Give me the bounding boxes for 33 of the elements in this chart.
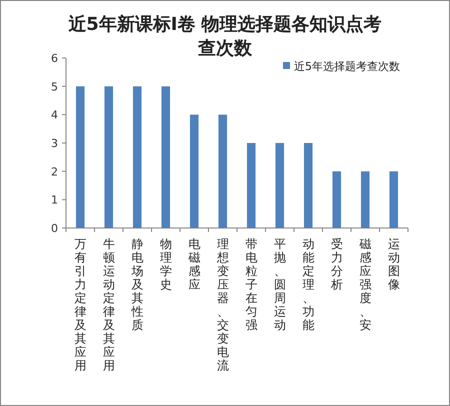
bar bbox=[218, 114, 228, 228]
legend: 近5年选择题考查次数 bbox=[283, 60, 400, 73]
x-tick-label: 平抛、圆周运动 bbox=[274, 237, 286, 332]
category-label: 理想变压器、交变电流 bbox=[216, 237, 229, 372]
y-tick-label: 0 bbox=[51, 222, 58, 235]
bar bbox=[190, 114, 199, 228]
y-tick-label: 2 bbox=[51, 165, 58, 178]
y-tick-label: 1 bbox=[51, 194, 58, 207]
y-tick-label: 5 bbox=[51, 80, 58, 94]
bar bbox=[275, 143, 284, 228]
x-tick-label: 磁感应强度、安 bbox=[358, 237, 372, 332]
x-tick-label: 受力分析 bbox=[330, 237, 343, 292]
x-tick-label: 静电场及其性质 bbox=[130, 237, 144, 332]
category-label: 万有引力定律及其应用 bbox=[74, 237, 86, 372]
bar bbox=[161, 86, 170, 228]
bar bbox=[246, 143, 256, 228]
y-tick-label: 4 bbox=[51, 108, 58, 122]
bar bbox=[132, 86, 142, 228]
x-tick-label: 运动图像 bbox=[388, 237, 400, 292]
y-tick-label: 6 bbox=[51, 52, 58, 65]
bar bbox=[389, 171, 398, 228]
bar bbox=[360, 171, 370, 228]
bar bbox=[332, 171, 342, 228]
bar bbox=[76, 86, 85, 228]
bar bbox=[104, 86, 114, 228]
category-label: 牛顿运动定律及其应用 bbox=[102, 237, 115, 372]
chart-title: 近5年新课标Ⅰ卷 物理选择题各知识点考查次数 bbox=[67, 14, 382, 59]
x-tick-label: 电磁感应 bbox=[187, 237, 200, 292]
x-tick-label: 带电粒子在匀强 bbox=[245, 237, 258, 332]
x-tick-label: 动能定理、功能 bbox=[302, 237, 314, 332]
x-tick-label: 物理学史 bbox=[160, 237, 172, 292]
y-tick-label: 3 bbox=[51, 137, 58, 150]
bar bbox=[304, 143, 313, 228]
